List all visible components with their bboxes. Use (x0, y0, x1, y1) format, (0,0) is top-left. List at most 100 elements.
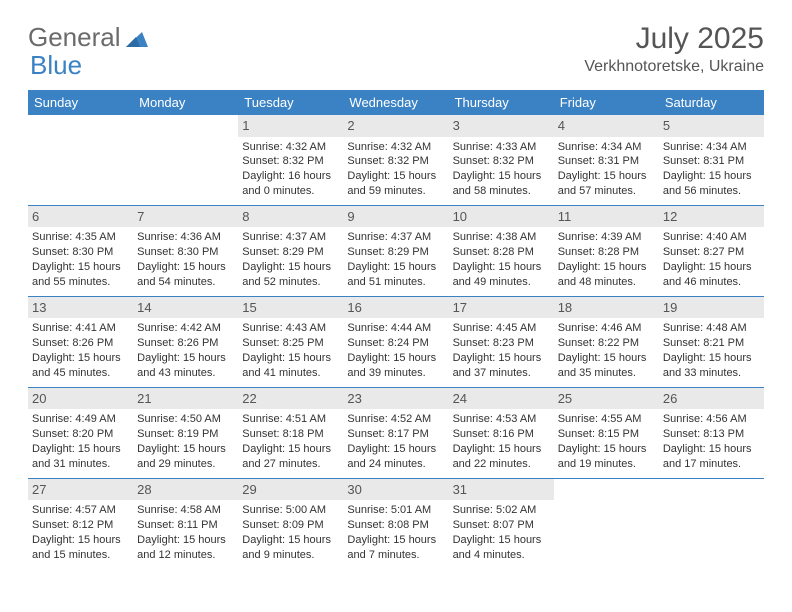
daylight-text: Daylight: 15 hours and 33 minutes. (663, 351, 760, 381)
weeks-container: 1Sunrise: 4:32 AMSunset: 8:32 PMDaylight… (28, 115, 764, 569)
sunset-text: Sunset: 8:21 PM (663, 336, 760, 351)
sunrise-text: Sunrise: 4:42 AM (137, 321, 234, 336)
day-number: 6 (28, 206, 133, 228)
day-number: 23 (343, 388, 448, 410)
day-cell: 19Sunrise: 4:48 AMSunset: 8:21 PMDayligh… (659, 297, 764, 387)
sunset-text: Sunset: 8:15 PM (558, 427, 655, 442)
day-number: 13 (28, 297, 133, 319)
sunset-text: Sunset: 8:08 PM (347, 518, 444, 533)
sunset-text: Sunset: 8:20 PM (32, 427, 129, 442)
daylight-text: Daylight: 15 hours and 12 minutes. (137, 533, 234, 563)
day-number: 10 (449, 206, 554, 228)
daylight-text: Daylight: 15 hours and 35 minutes. (558, 351, 655, 381)
day-number: 2 (343, 115, 448, 137)
sunset-text: Sunset: 8:30 PM (32, 245, 129, 260)
week-row: 6Sunrise: 4:35 AMSunset: 8:30 PMDaylight… (28, 206, 764, 297)
sunset-text: Sunset: 8:22 PM (558, 336, 655, 351)
month-title: July 2025 (584, 22, 764, 56)
day-cell: 6Sunrise: 4:35 AMSunset: 8:30 PMDaylight… (28, 206, 133, 296)
day-cell: 1 Sunrise: 4:32 AMSunset: 8:32 PMDaylight… (238, 115, 343, 205)
sunrise-text: Sunrise: 4:32 AM (242, 140, 339, 155)
day-number: 15 (238, 297, 343, 319)
sunset-text: Sunset: 8:29 PM (347, 245, 444, 260)
sunrise-text: Sunrise: 4:39 AM (558, 230, 655, 245)
sunset-text: Sunset: 8:32 PM (242, 154, 339, 169)
daylight-text: Daylight: 15 hours and 48 minutes. (558, 260, 655, 290)
daylight-text: Daylight: 15 hours and 39 minutes. (347, 351, 444, 381)
day-number: 8 (238, 206, 343, 228)
day-number: 14 (133, 297, 238, 319)
day-cell: 12Sunrise: 4:40 AMSunset: 8:27 PMDayligh… (659, 206, 764, 296)
day-number: 24 (449, 388, 554, 410)
sunrise-text: Sunrise: 4:58 AM (137, 503, 234, 518)
day-cell: 31Sunrise: 5:02 AMSunset: 8:07 PMDayligh… (449, 479, 554, 569)
day-number: 12 (659, 206, 764, 228)
day-cell: 13Sunrise: 4:41 AMSunset: 8:26 PMDayligh… (28, 297, 133, 387)
sunrise-text: Sunrise: 4:37 AM (242, 230, 339, 245)
day-number: 27 (28, 479, 133, 501)
day-number: 18 (554, 297, 659, 319)
sunset-text: Sunset: 8:27 PM (663, 245, 760, 260)
day-cell: 29Sunrise: 5:00 AMSunset: 8:09 PMDayligh… (238, 479, 343, 569)
day-number: 29 (238, 479, 343, 501)
daylight-text: Daylight: 15 hours and 41 minutes. (242, 351, 339, 381)
sunrise-text: Sunrise: 5:00 AM (242, 503, 339, 518)
sunrise-text: Sunrise: 4:43 AM (242, 321, 339, 336)
sunrise-text: Sunrise: 4:50 AM (137, 412, 234, 427)
day-number: 26 (659, 388, 764, 410)
day-number: 17 (449, 297, 554, 319)
day-number: 19 (659, 297, 764, 319)
sunrise-text: Sunrise: 4:32 AM (347, 140, 444, 155)
dow-saturday: Saturday (659, 90, 764, 115)
day-cell: 20Sunrise: 4:49 AMSunset: 8:20 PMDayligh… (28, 388, 133, 478)
sunset-text: Sunset: 8:26 PM (137, 336, 234, 351)
daylight-text: Daylight: 15 hours and 7 minutes. (347, 533, 444, 563)
daylight-text: Daylight: 15 hours and 19 minutes. (558, 442, 655, 472)
day-number: 7 (133, 206, 238, 228)
sunrise-text: Sunrise: 4:53 AM (453, 412, 550, 427)
day-cell: 8 Sunrise: 4:37 AMSunset: 8:29 PMDaylight… (238, 206, 343, 296)
sunset-text: Sunset: 8:31 PM (663, 154, 760, 169)
daylight-text: Daylight: 15 hours and 52 minutes. (242, 260, 339, 290)
day-cell: 16Sunrise: 4:44 AMSunset: 8:24 PMDayligh… (343, 297, 448, 387)
sunset-text: Sunset: 8:18 PM (242, 427, 339, 442)
day-number: 1 (238, 115, 343, 137)
daylight-text: Daylight: 15 hours and 9 minutes. (242, 533, 339, 563)
day-cell: 14Sunrise: 4:42 AMSunset: 8:26 PMDayligh… (133, 297, 238, 387)
day-cell: 30Sunrise: 5:01 AMSunset: 8:08 PMDayligh… (343, 479, 448, 569)
day-number: 3 (449, 115, 554, 137)
calendar-grid: Sunday Monday Tuesday Wednesday Thursday… (28, 90, 764, 569)
week-row: 27Sunrise: 4:57 AMSunset: 8:12 PMDayligh… (28, 479, 764, 569)
day-cell (133, 115, 238, 205)
day-cell: 3Sunrise: 4:33 AMSunset: 8:32 PMDaylight… (449, 115, 554, 205)
dow-wednesday: Wednesday (343, 90, 448, 115)
dow-thursday: Thursday (449, 90, 554, 115)
day-number: 11 (554, 206, 659, 228)
day-number: 5 (659, 115, 764, 137)
week-row: 20Sunrise: 4:49 AMSunset: 8:20 PMDayligh… (28, 388, 764, 479)
daylight-text: Daylight: 15 hours and 55 minutes. (32, 260, 129, 290)
logo: General (28, 22, 150, 53)
sunset-text: Sunset: 8:29 PM (242, 245, 339, 260)
daylight-text: Daylight: 15 hours and 24 minutes. (347, 442, 444, 472)
sunrise-text: Sunrise: 4:55 AM (558, 412, 655, 427)
sunrise-text: Sunrise: 4:52 AM (347, 412, 444, 427)
daylight-text: Daylight: 15 hours and 46 minutes. (663, 260, 760, 290)
sunrise-text: Sunrise: 4:38 AM (453, 230, 550, 245)
sunrise-text: Sunrise: 4:36 AM (137, 230, 234, 245)
dow-sunday: Sunday (28, 90, 133, 115)
day-of-week-header: Sunday Monday Tuesday Wednesday Thursday… (28, 90, 764, 115)
day-cell: 15Sunrise: 4:43 AMSunset: 8:25 PMDayligh… (238, 297, 343, 387)
dow-friday: Friday (554, 90, 659, 115)
daylight-text: Daylight: 16 hours and 0 minutes. (242, 169, 339, 199)
day-cell (554, 479, 659, 569)
logo-text-1: General (28, 22, 121, 53)
day-cell: 25Sunrise: 4:55 AMSunset: 8:15 PMDayligh… (554, 388, 659, 478)
day-cell: 17Sunrise: 4:45 AMSunset: 8:23 PMDayligh… (449, 297, 554, 387)
daylight-text: Daylight: 15 hours and 56 minutes. (663, 169, 760, 199)
day-number: 30 (343, 479, 448, 501)
sunset-text: Sunset: 8:32 PM (453, 154, 550, 169)
calendar-page: General July 2025 Verkhnotoretske, Ukrai… (0, 0, 792, 612)
sunrise-text: Sunrise: 4:49 AM (32, 412, 129, 427)
day-number: 9 (343, 206, 448, 228)
